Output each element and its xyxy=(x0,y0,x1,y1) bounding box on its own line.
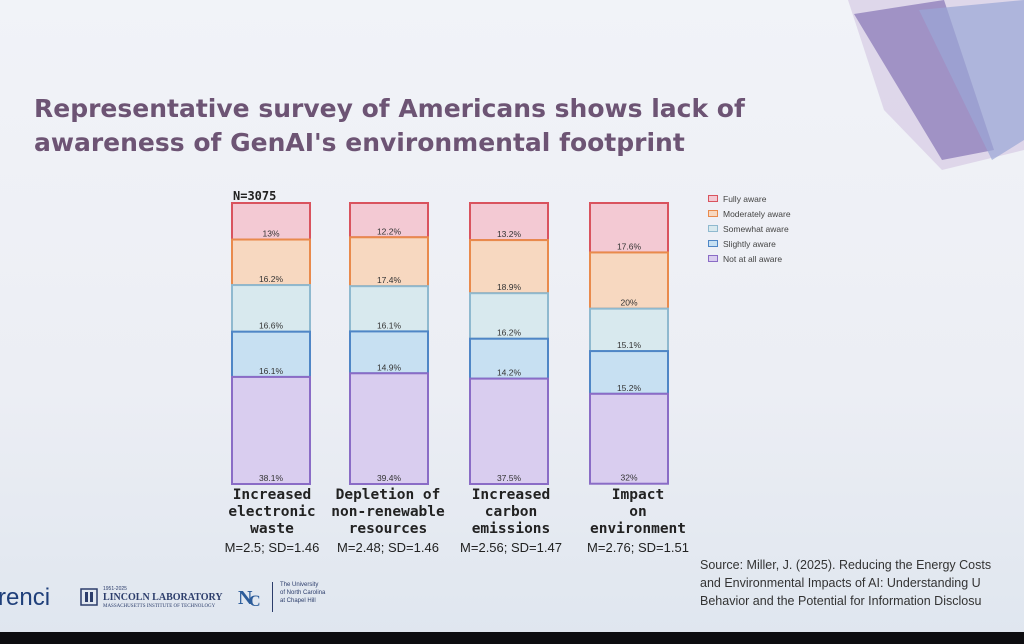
bar-segment-somewhat-2 xyxy=(349,285,429,333)
data-label-somewhat-4: 15.1% xyxy=(617,340,642,350)
unc-line-2: of North Carolina xyxy=(280,590,326,596)
data-label-fully-2: 12.2% xyxy=(377,226,402,236)
logo-divider xyxy=(272,582,273,612)
slide-title: Representative survey of Americans shows… xyxy=(34,92,754,160)
data-label-slightly-4: 15.2% xyxy=(617,383,642,393)
bar-segment-moderately-3 xyxy=(469,239,549,295)
lincoln-laboratory-icon xyxy=(80,588,98,606)
sample-size-label: N=3075 xyxy=(233,189,277,203)
bar-segment-slightly-3 xyxy=(469,337,549,380)
category-label-3: Increased carbon emissions xyxy=(471,487,551,537)
data-label-moderately-3: 18.9% xyxy=(497,282,522,292)
title-line-2: awareness of GenAI's environmental footp… xyxy=(34,128,685,157)
category-label-2: Depletion of non-renewable resources xyxy=(331,487,445,537)
bar-segment-fully-3 xyxy=(469,202,549,242)
lincoln-laboratory-label: LINCOLN LABORATORY xyxy=(103,592,223,603)
unc-logo-icon: N C xyxy=(238,587,261,610)
legend-item-somewhat: Somewhat aware xyxy=(708,223,791,238)
legend-label-fully: Fully aware xyxy=(723,194,767,204)
category-stats-4: M=2.76; SD=1.51 xyxy=(587,540,689,555)
bar-segment-moderately-4 xyxy=(589,251,669,310)
source-citation: Source: Miller, J. (2025). Reducing the … xyxy=(700,556,1024,610)
source-line-1: Source: Miller, J. (2025). Reducing the … xyxy=(700,558,992,572)
data-label-fully-4: 17.6% xyxy=(617,241,642,251)
legend-label-somewhat: Somewhat aware xyxy=(723,224,789,234)
category-stats-3: M=2.56; SD=1.47 xyxy=(460,540,562,555)
corner-decoration xyxy=(848,0,1024,170)
bar-segment-not-4 xyxy=(589,392,669,485)
legend-swatch-somewhat xyxy=(708,225,718,232)
svg-text:C: C xyxy=(249,593,261,610)
screen-bottom-edge xyxy=(0,632,1024,644)
legend-item-moderately: Moderately aware xyxy=(708,208,791,223)
legend-swatch-slightly xyxy=(708,240,718,247)
bar-stack-4: 17.6% 20% 15.1% 15.2% 32% xyxy=(589,202,669,485)
legend-label-not: Not at all aware xyxy=(723,254,783,264)
bar-stack-2: 12.2% 17.4% 16.1% 14.9% 39.4% xyxy=(349,202,429,486)
bar-segment-not-2 xyxy=(349,372,429,486)
legend-item-fully: Fully aware xyxy=(708,193,791,208)
bar-segment-fully-1 xyxy=(231,202,311,241)
bar-segment-moderately-2 xyxy=(349,236,429,288)
legend-item-slightly: Slightly aware xyxy=(708,238,791,253)
category-stats-2: M=2.48; SD=1.46 xyxy=(337,540,439,555)
unc-line-3: at Chapel Hill xyxy=(280,598,316,604)
legend-label-slightly: Slightly aware xyxy=(723,239,776,249)
legend-label-moderately: Moderately aware xyxy=(723,209,791,219)
data-label-not-4: 32% xyxy=(620,473,637,483)
legend-swatch-moderately xyxy=(708,210,718,217)
lincoln-subtitle-label: MASSACHUSETTS INSTITUTE OF TECHNOLOGY xyxy=(103,604,216,609)
source-line-3: Behavior and the Potential for Informati… xyxy=(700,594,982,608)
bar-segment-fully-4 xyxy=(589,202,669,254)
data-label-fully-3: 13.2% xyxy=(497,229,522,239)
category-label-4: Impact on environment xyxy=(589,487,687,537)
legend-item-not: Not at all aware xyxy=(708,253,791,268)
data-label-somewhat-3: 16.2% xyxy=(497,328,522,338)
data-label-fully-1: 13% xyxy=(262,229,279,239)
logo-strip: renci 1951-2025 LINCOLN LABORATORY MASSA… xyxy=(0,570,700,620)
category-stats-1: M=2.5; SD=1.46 xyxy=(224,540,320,555)
bar-segment-not-3 xyxy=(469,377,549,485)
bar-segment-somewhat-3 xyxy=(469,292,549,340)
unc-line-1: The University xyxy=(280,582,319,588)
data-label-slightly-1: 16.1% xyxy=(259,366,284,376)
legend-swatch-not xyxy=(708,255,718,262)
data-label-slightly-2: 14.9% xyxy=(377,362,402,372)
data-label-not-2: 39.4% xyxy=(377,473,402,483)
data-label-slightly-3: 14.2% xyxy=(497,368,522,378)
category-label-1: Increased electronic waste xyxy=(228,487,316,537)
bar-stack-3: 13.2% 18.9% 16.2% 14.2% 37.5% xyxy=(469,202,549,485)
data-label-somewhat-1: 16.6% xyxy=(259,321,284,331)
source-line-2: and Environmental Impacts of AI: Underst… xyxy=(700,576,981,590)
title-line-1: Representative survey of Americans shows… xyxy=(34,94,745,123)
bar-segment-slightly-2 xyxy=(349,330,429,375)
data-label-moderately-2: 17.4% xyxy=(377,275,402,285)
data-label-somewhat-2: 16.1% xyxy=(377,320,402,330)
legend-swatch-fully xyxy=(708,195,718,202)
bar-segment-not-1 xyxy=(231,375,311,485)
bar-stack-1: 13% 16.2% 16.6% 16.1% 38.1% xyxy=(231,202,311,485)
data-label-moderately-1: 16.2% xyxy=(259,274,284,284)
renci-logo: renci xyxy=(0,584,51,611)
data-label-not-1: 38.1% xyxy=(259,473,284,483)
lincoln-small-label: 1951-2025 xyxy=(103,586,127,592)
data-label-not-3: 37.5% xyxy=(497,473,522,483)
legend: Fully aware Moderately aware Somewhat awar… xyxy=(708,193,791,268)
data-label-moderately-4: 20% xyxy=(620,298,637,308)
bar-segment-slightly-4 xyxy=(589,350,669,395)
svg-text:N: N xyxy=(238,587,253,609)
